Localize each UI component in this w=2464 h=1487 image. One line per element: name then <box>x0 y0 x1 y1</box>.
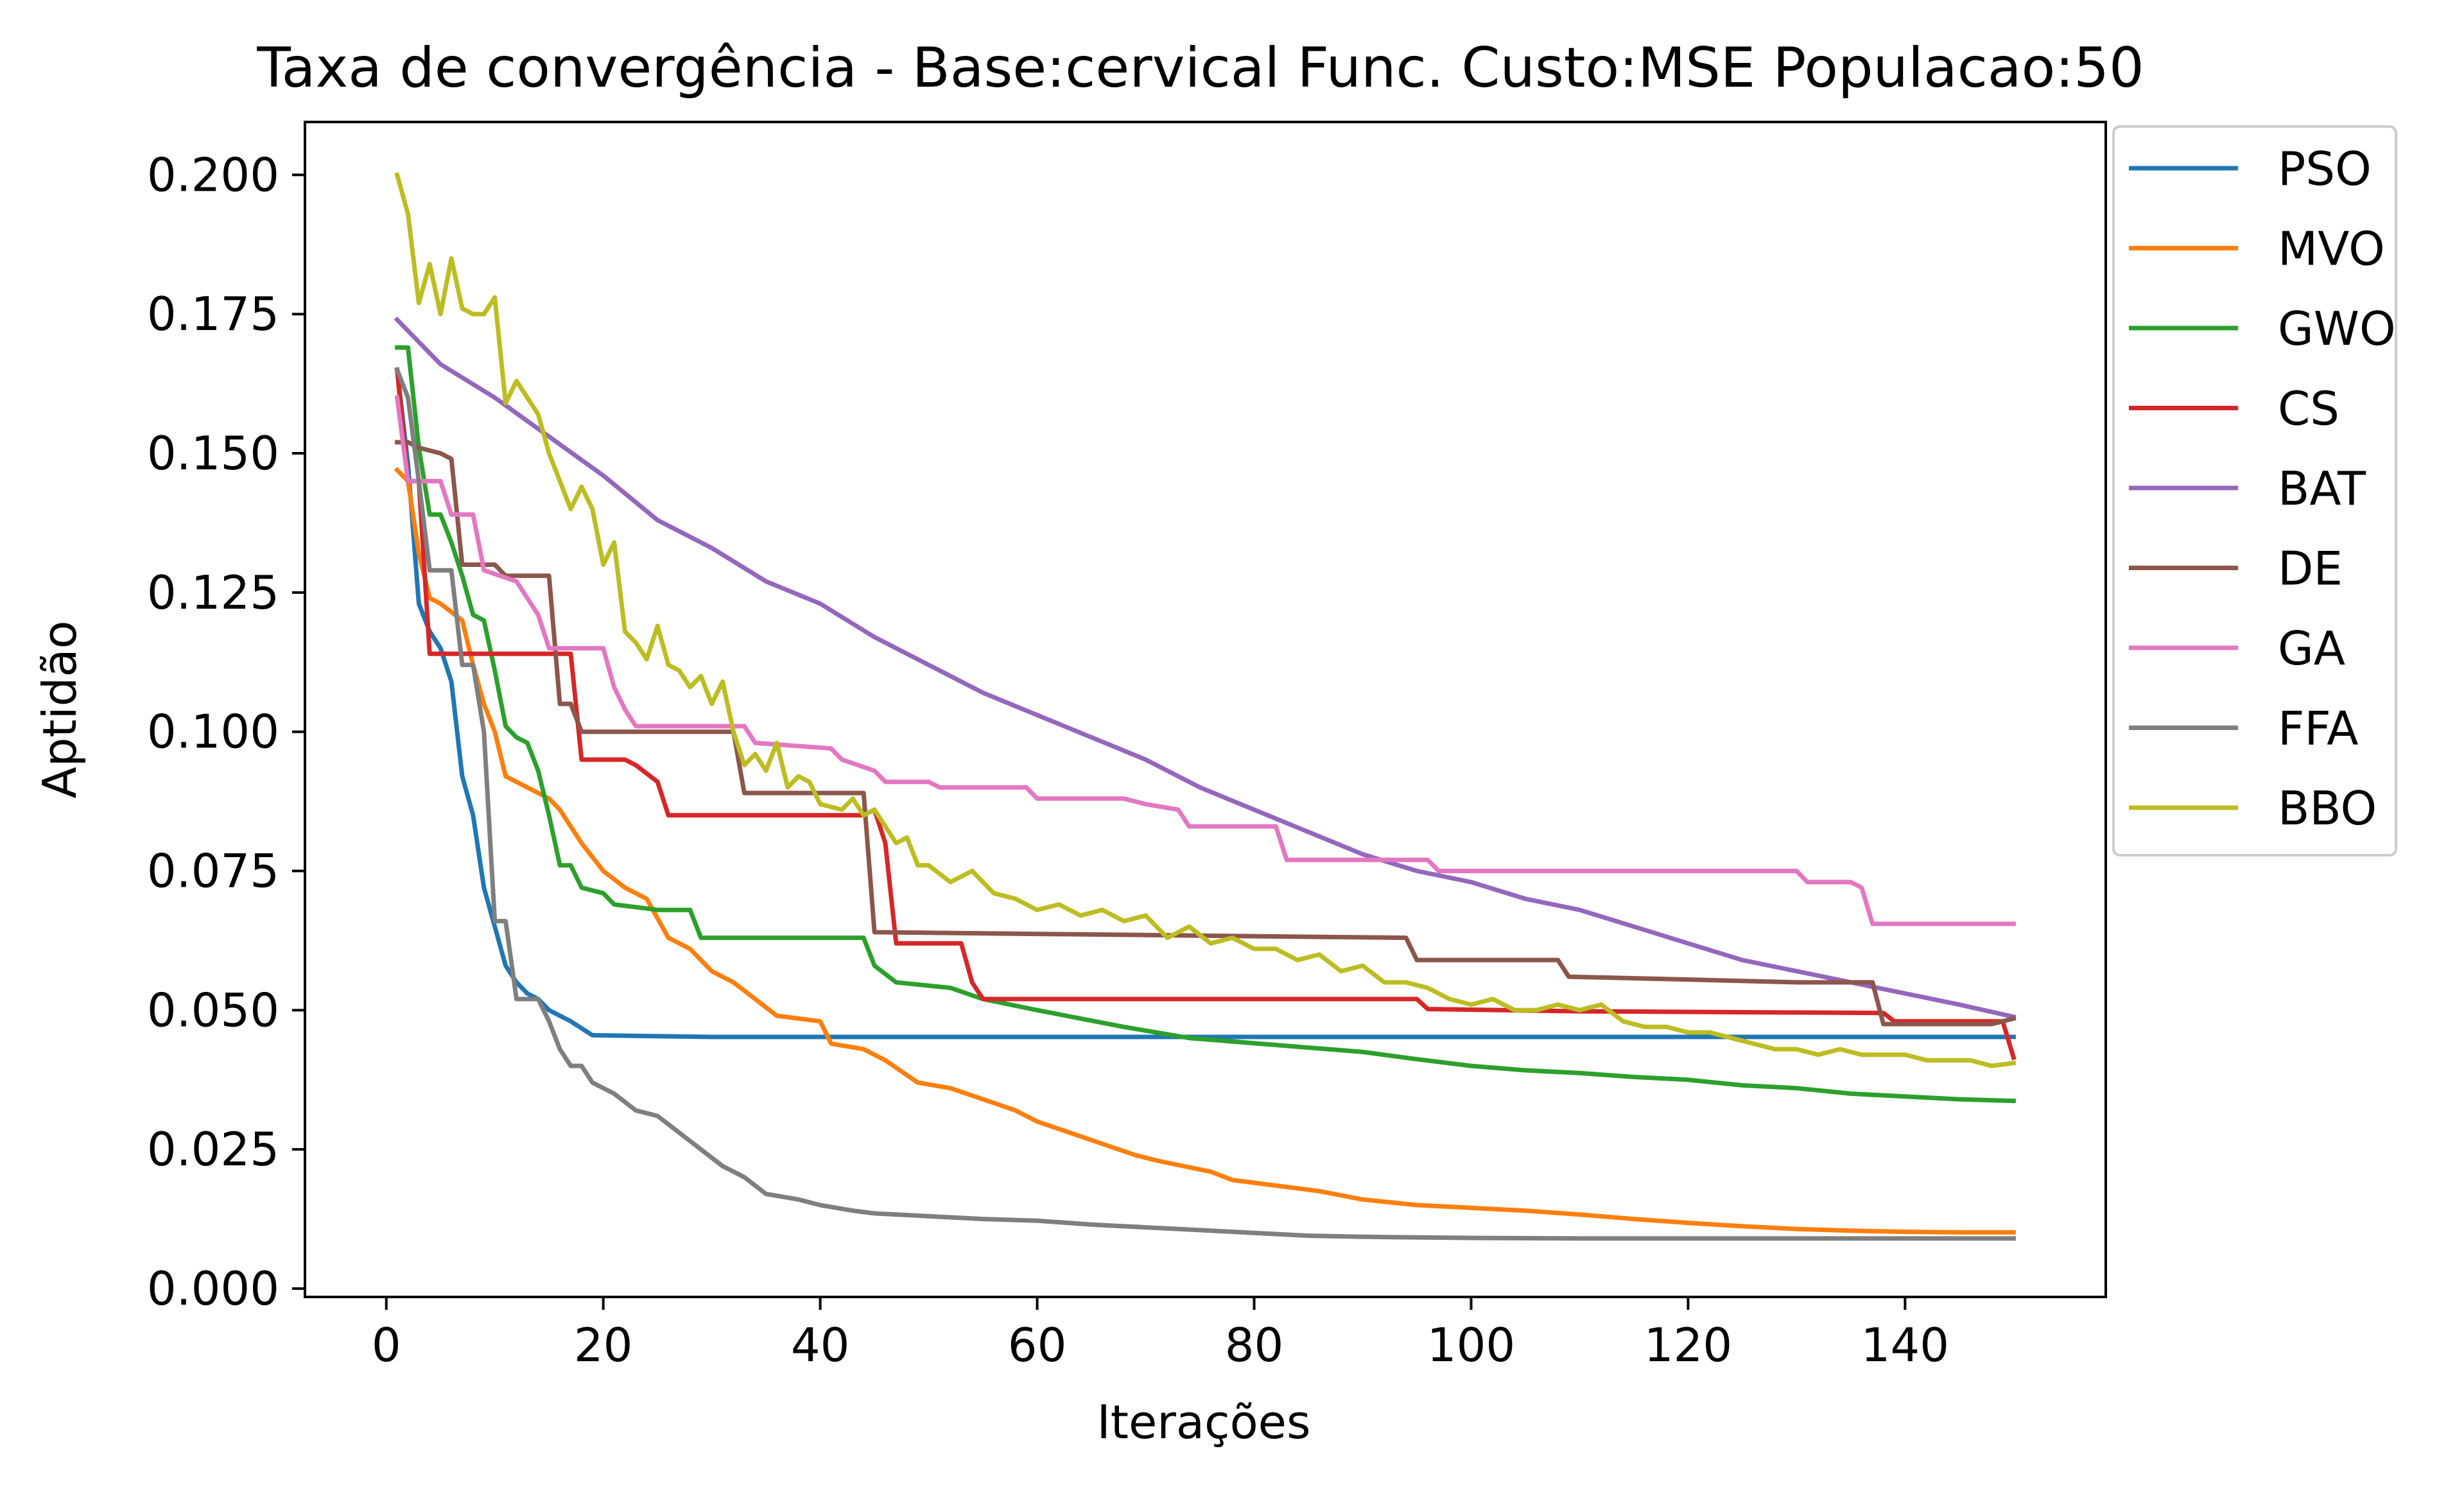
plot-area-frame <box>304 121 2107 1298</box>
legend-label-gwo: GWO <box>2278 302 2396 356</box>
chart-title: Taxa de convergência - Base:cervical Fun… <box>256 36 2144 100</box>
x-axis: 0 20 40 60 80 100 120 140 <box>372 1297 1949 1372</box>
y-axis: 0.000 0.025 0.050 0.075 0.100 0.125 0.150 0.175… <box>147 148 305 1316</box>
y-tick-label: 0.000 <box>147 1262 279 1316</box>
y-tick-label: 0.175 <box>147 287 279 341</box>
plot-lines <box>394 172 2017 1241</box>
series-line-gwo <box>395 345 2017 1104</box>
legend-label-cs: CS <box>2278 382 2339 436</box>
legend-label-mvo: MVO <box>2278 222 2385 276</box>
series-line-ga <box>394 395 2016 926</box>
series-line-mvo <box>394 467 2016 1235</box>
legend: PSO MVO GWO CS BAT DE GA FFA BBO <box>2112 125 2397 857</box>
x-tick-label: 80 <box>1225 1318 1284 1372</box>
x-tick-label: 20 <box>574 1318 633 1372</box>
x-tick-label: 140 <box>1861 1318 1949 1372</box>
series-line-pso <box>394 367 2016 1039</box>
x-tick-label: 120 <box>1644 1318 1732 1372</box>
legend-label-ga: GA <box>2278 622 2345 675</box>
legend-frame <box>2112 125 2397 857</box>
y-tick-label: 0.025 <box>147 1122 279 1176</box>
legend-label-pso: PSO <box>2278 142 2372 196</box>
y-tick-label: 0.050 <box>147 983 279 1037</box>
x-tick-label: 40 <box>791 1318 850 1372</box>
series-line-bat <box>394 316 2017 1020</box>
series-line-bbo <box>394 172 2017 1068</box>
series-line-ffa <box>394 367 2016 1241</box>
y-tick-label: 0.075 <box>147 844 279 898</box>
legend-label-bbo: BBO <box>2278 781 2377 835</box>
legend-label-ffa: FFA <box>2278 702 2358 756</box>
y-tick-label: 0.100 <box>147 705 279 759</box>
y-tick-label: 0.150 <box>147 426 279 480</box>
x-axis-label: Iterações <box>1097 1395 1311 1449</box>
y-tick-label: 0.125 <box>147 566 279 620</box>
legend-label-bat: BAT <box>2278 462 2366 516</box>
x-tick-label: 100 <box>1427 1318 1515 1372</box>
x-tick-label: 60 <box>1008 1318 1067 1372</box>
y-tick-label: 0.200 <box>147 148 279 202</box>
x-tick-label: 0 <box>372 1318 401 1372</box>
legend-label-de: DE <box>2278 542 2343 596</box>
y-axis-label: Aptidão <box>33 620 87 798</box>
